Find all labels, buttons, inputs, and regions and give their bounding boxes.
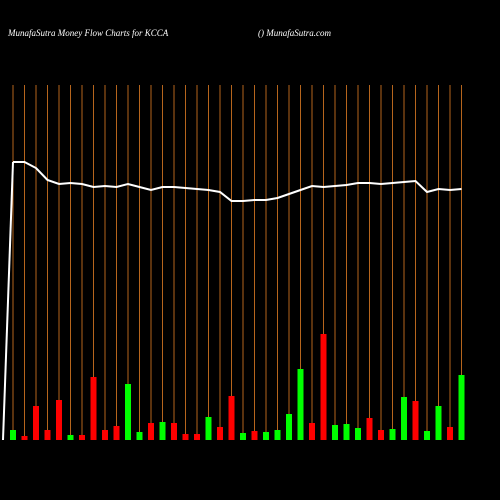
bar	[44, 430, 51, 440]
bar	[205, 417, 212, 440]
bar	[240, 433, 246, 440]
bar	[194, 434, 200, 440]
bar	[297, 369, 304, 440]
bar	[458, 375, 465, 440]
bar	[366, 418, 373, 440]
bar	[401, 397, 407, 440]
bar	[90, 377, 97, 440]
bar	[182, 434, 189, 440]
line-start	[2, 161, 14, 441]
bar	[136, 432, 143, 440]
bar	[309, 423, 315, 440]
bar	[332, 425, 338, 440]
bar	[33, 406, 39, 440]
bar	[113, 426, 120, 440]
bar	[412, 401, 419, 440]
bar	[148, 423, 154, 440]
bar	[274, 430, 281, 440]
bar	[286, 414, 292, 440]
bar	[343, 424, 350, 440]
bar	[389, 429, 396, 440]
chart-title: MunafaSutra Money Flow Charts for KCCA	[7, 28, 169, 38]
bar	[10, 430, 16, 440]
bar	[228, 396, 235, 440]
chart-subtitle: () MunafaSutra.com	[258, 28, 331, 38]
bar	[355, 428, 361, 440]
money-flow-line	[13, 161, 462, 202]
bar	[21, 436, 28, 440]
bar	[171, 423, 177, 440]
bar	[159, 422, 166, 440]
bar	[251, 431, 258, 440]
bar	[424, 431, 430, 440]
bar	[217, 427, 223, 440]
bar	[79, 435, 85, 440]
bar	[102, 430, 108, 440]
bar	[67, 435, 74, 440]
bar	[56, 400, 62, 440]
bar	[447, 427, 453, 440]
bar	[435, 406, 442, 440]
bar	[125, 384, 131, 440]
bar	[378, 430, 384, 440]
bar	[320, 334, 327, 440]
bar	[263, 432, 269, 440]
